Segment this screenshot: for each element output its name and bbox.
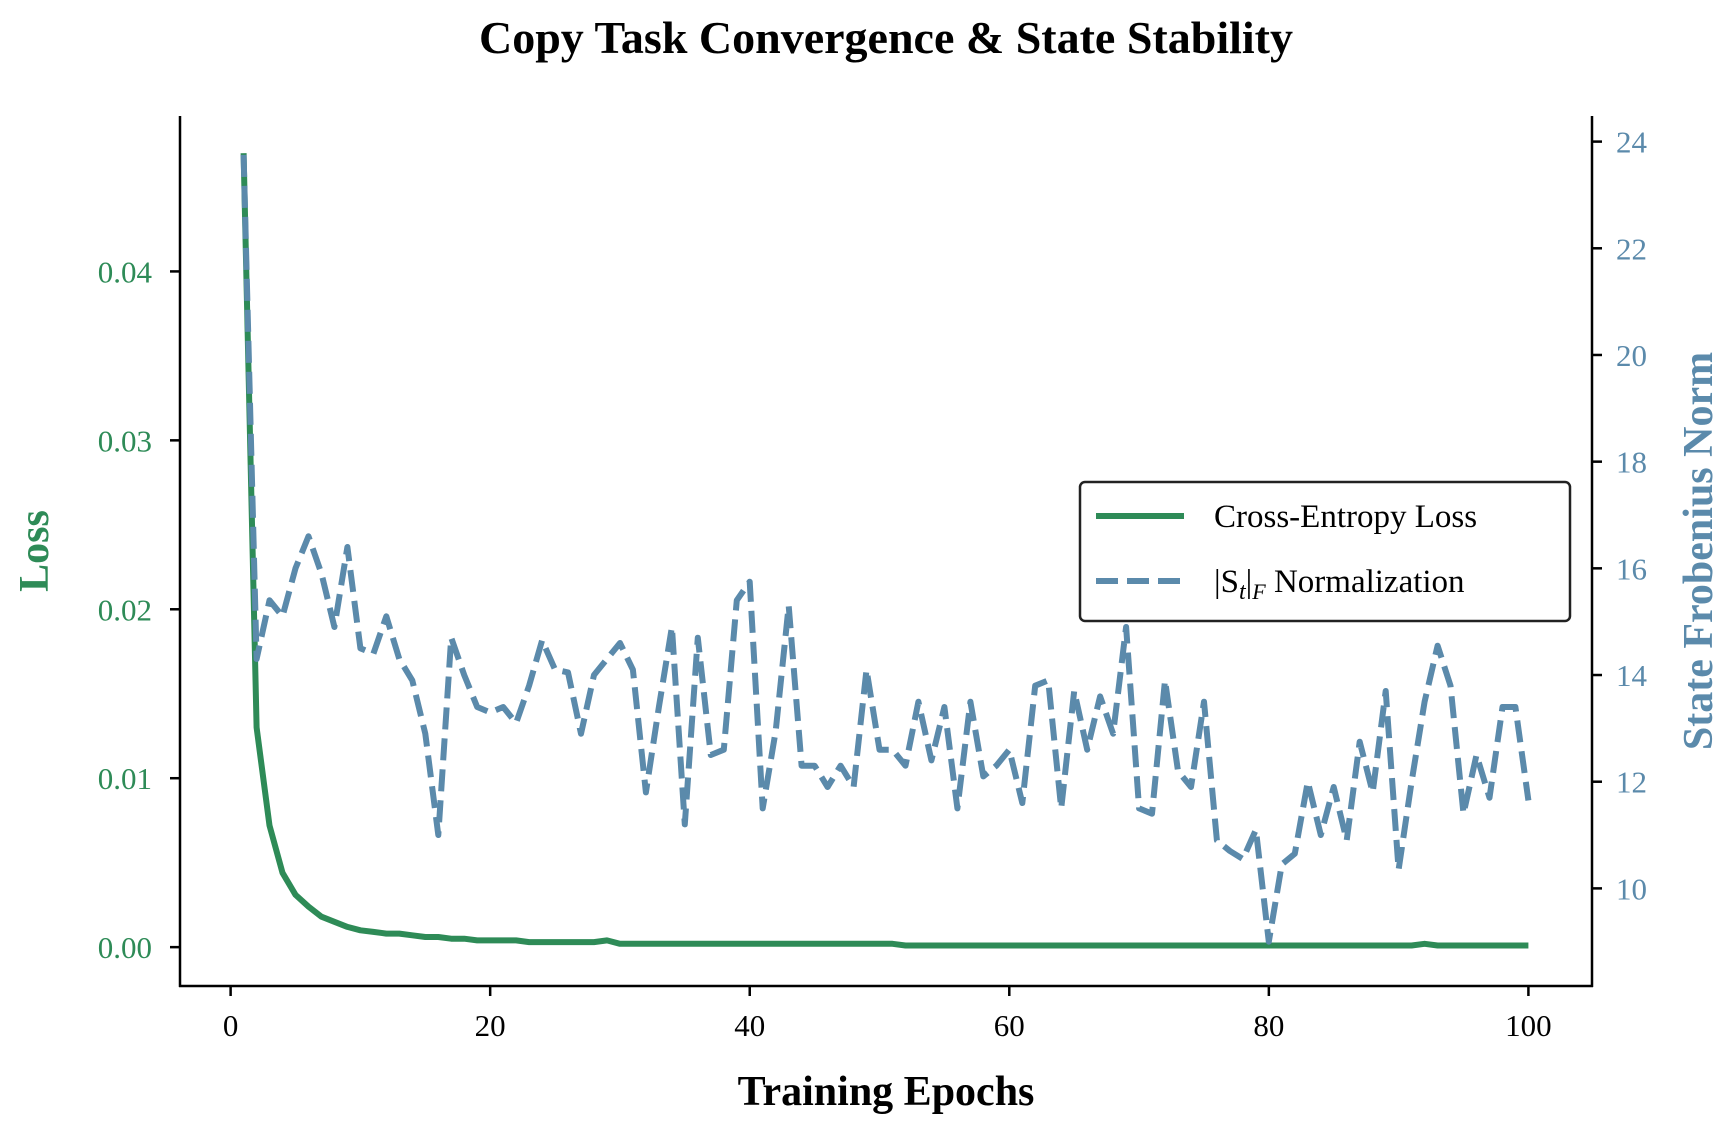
y-left-tick-label: 0.04 — [98, 254, 153, 289]
y-right-tick-label: 10 — [1616, 871, 1647, 906]
plot-area — [240, 153, 1532, 949]
x-tick-label: 60 — [994, 1008, 1025, 1043]
legend-label-norm: |St|F Normalization — [1214, 564, 1465, 605]
y-left-axis-label: Loss — [12, 510, 58, 592]
y-right-tick-label: 22 — [1616, 231, 1647, 266]
norm-series-line — [240, 154, 1532, 945]
x-tick-label: 0 — [223, 1008, 239, 1043]
y-right-tick-label: 24 — [1616, 125, 1648, 160]
y-left-tick-label: 0.03 — [98, 423, 152, 458]
y-left-tick-label: 0.01 — [98, 761, 152, 796]
y-right-axis-ticks: 10 12 14 16 18 20 22 24 — [1592, 125, 1648, 906]
x-tick-label: 80 — [1253, 1008, 1284, 1043]
x-axis-label: Training Epochs — [738, 1069, 1035, 1115]
x-tick-label: 40 — [734, 1008, 765, 1043]
loss-series-line — [240, 153, 1529, 949]
legend-box — [1078, 480, 1572, 623]
y-right-tick-label: 12 — [1616, 765, 1647, 800]
chart-title: Copy Task Convergence & State Stability — [479, 12, 1293, 63]
y-left-tick-label: 0.00 — [98, 930, 152, 965]
y-right-tick-label: 14 — [1616, 658, 1648, 693]
y-left-tick-label: 0.02 — [98, 592, 152, 627]
legend: Cross-Entropy Loss |St|F Normalization — [1078, 480, 1572, 623]
y-right-tick-label: 16 — [1616, 551, 1647, 586]
y-right-axis-label: State Frobenius Norm — [1676, 352, 1722, 750]
legend-label-loss: Cross-Entropy Loss — [1214, 499, 1477, 535]
y-left-axis-ticks: 0.00 0.01 0.02 0.03 0.04 — [98, 254, 180, 965]
x-axis-ticks: 0 20 40 60 80 100 — [223, 986, 1552, 1043]
y-right-tick-label: 18 — [1616, 445, 1647, 480]
y-right-tick-label: 20 — [1616, 338, 1647, 373]
x-tick-label: 100 — [1505, 1008, 1552, 1043]
x-tick-label: 20 — [475, 1008, 506, 1043]
